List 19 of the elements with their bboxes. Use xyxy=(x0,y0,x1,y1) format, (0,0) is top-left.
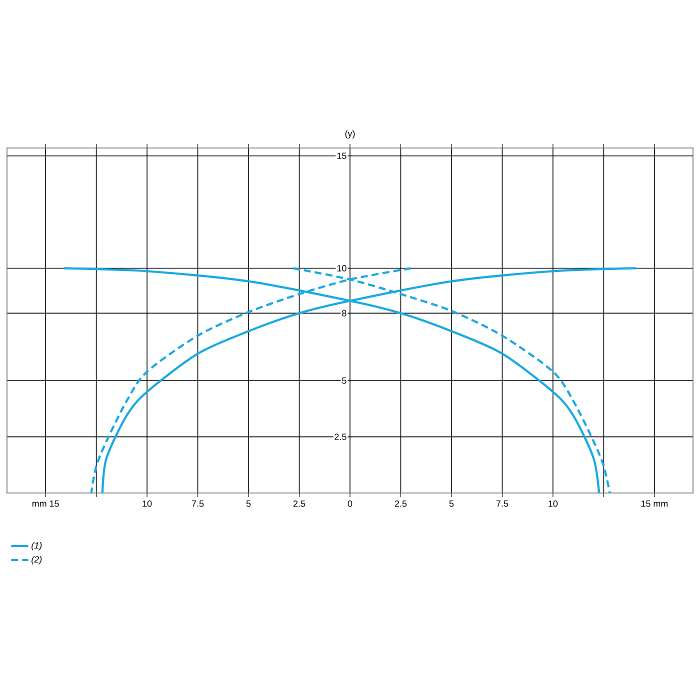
x-tick-label: 7.5 xyxy=(192,500,204,507)
x-tick-label: 2.5 xyxy=(293,500,306,507)
x-tick-label: 15 mm xyxy=(641,500,668,507)
y-tick-label: 5 xyxy=(342,377,346,384)
legend-label: (1) xyxy=(32,542,42,550)
x-tick-label: 2.5 xyxy=(394,500,407,507)
x-tick-label: 5 xyxy=(246,500,251,507)
y-tick-label: 10 xyxy=(337,265,346,272)
legend-label: (2) xyxy=(32,556,42,564)
x-tick-label: 0 xyxy=(348,500,352,507)
x-tick-label: 5 xyxy=(449,500,454,507)
y-tick-label: 15 xyxy=(337,152,346,159)
y-tick-label: 2.5 xyxy=(334,434,346,440)
y-axis-title: (y) xyxy=(345,130,355,138)
x-tick-label: 10 xyxy=(548,500,558,507)
x-tick-label: 7.5 xyxy=(496,500,508,507)
x-tick-label: 10 xyxy=(142,500,152,507)
x-tick-label: mm 15 xyxy=(32,500,59,507)
y-tick-label: 8 xyxy=(342,310,346,316)
